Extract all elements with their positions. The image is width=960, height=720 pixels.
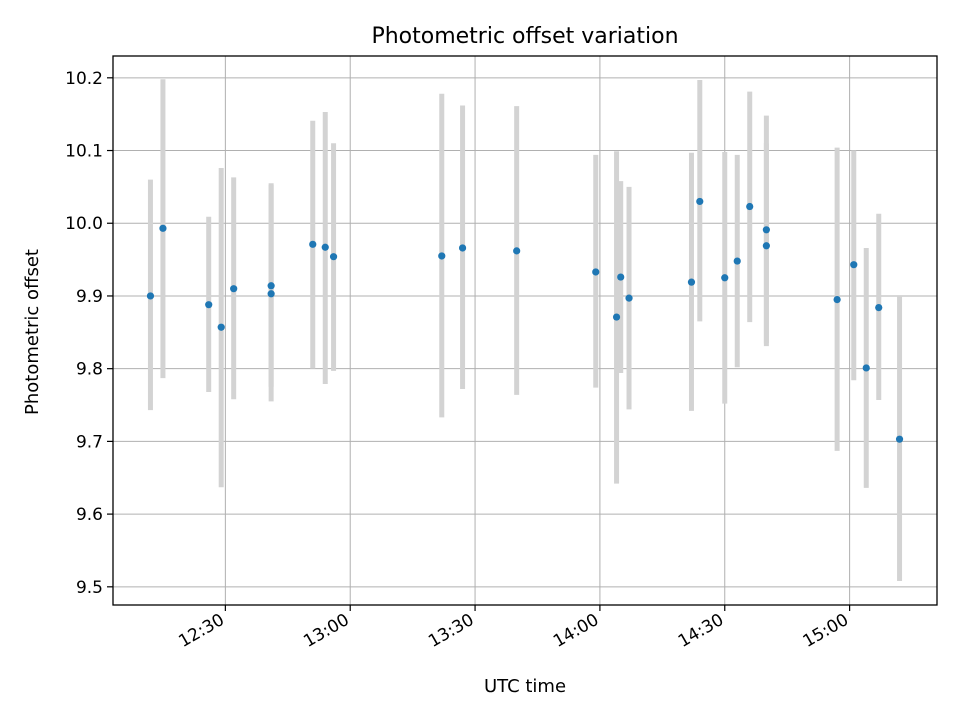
x-tick-label: 15:00 [800, 610, 852, 652]
data-points [146, 197, 904, 443]
data-point [762, 226, 770, 234]
data-point [895, 435, 904, 443]
chart-title: Photometric offset variation [371, 24, 678, 49]
x-axis-ticks: 12:30 13:00 13:30 14:00 14:30 15:00 [175, 605, 852, 652]
data-point [875, 303, 883, 312]
plot-frame [112, 55, 938, 606]
data-point [862, 364, 870, 372]
data-point [205, 301, 213, 309]
x-tick-label: 14:30 [675, 610, 727, 652]
data-point [721, 274, 729, 282]
data-point [833, 295, 841, 304]
data-point [267, 290, 275, 298]
data-point [746, 202, 754, 211]
data-point [267, 282, 275, 290]
data-point [513, 247, 521, 255]
x-tick-label: 14:00 [550, 610, 602, 652]
data-point [230, 285, 238, 293]
error-bars [147, 79, 903, 582]
x-tick-label: 13:30 [425, 610, 477, 652]
x-tick-label: 12:30 [175, 610, 227, 652]
data-point [309, 240, 317, 248]
y-tick-label: 9.9 [76, 287, 103, 307]
y-tick-label: 10.2 [65, 69, 103, 89]
y-axis-ticks: 9.5 9.6 9.7 9.8 9.9 10.0 10.1 10.2 [65, 69, 113, 598]
data-point [733, 257, 741, 265]
grid [113, 56, 937, 605]
y-tick-label: 10.0 [65, 214, 103, 234]
data-point [438, 252, 446, 260]
y-tick-label: 10.1 [65, 142, 103, 162]
x-tick-label: 13:00 [300, 610, 352, 652]
data-point [321, 243, 329, 251]
data-point [592, 268, 600, 276]
data-point [687, 278, 696, 286]
data-point [458, 244, 467, 252]
x-axis-label: UTC time [484, 676, 566, 697]
data-point [159, 224, 167, 232]
data-point [617, 273, 625, 281]
y-axis-label: Photometric offset [22, 249, 43, 415]
data-point [696, 197, 704, 206]
data-point [850, 261, 858, 269]
y-tick-label: 9.5 [76, 578, 103, 598]
data-point [625, 294, 633, 302]
data-point [146, 292, 155, 300]
data-point [329, 253, 338, 261]
y-tick-label: 9.6 [76, 505, 103, 525]
data-point [612, 313, 621, 321]
data-point [762, 242, 770, 250]
y-tick-label: 9.7 [76, 432, 103, 452]
data-point [217, 323, 225, 331]
y-tick-label: 9.8 [76, 360, 103, 380]
